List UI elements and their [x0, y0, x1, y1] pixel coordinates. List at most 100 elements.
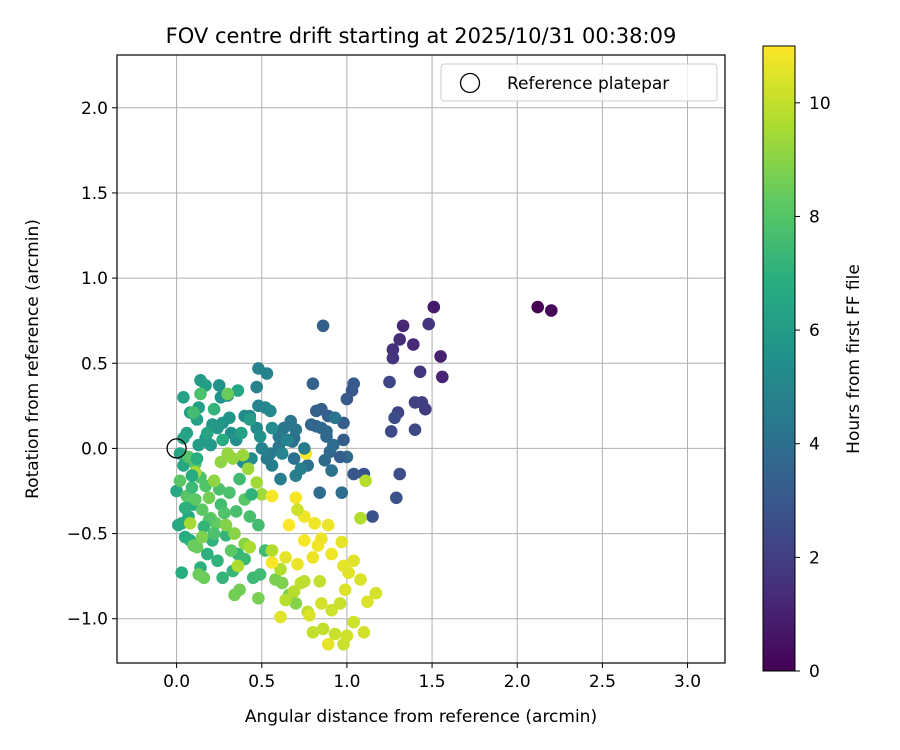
data-point	[253, 568, 267, 581]
data-point	[265, 544, 279, 557]
data-point	[298, 534, 311, 547]
data-point	[347, 554, 361, 568]
data-point	[190, 540, 204, 554]
data-point	[321, 638, 335, 651]
data-point	[308, 517, 321, 530]
x-tick-label: 3.0	[674, 672, 701, 692]
data-point	[436, 370, 449, 384]
data-point	[408, 396, 422, 409]
data-point	[337, 433, 350, 447]
data-point	[434, 350, 447, 363]
y-axis-ticks: −1.0 −0.5 0.0 0.5 1.0 1.5 2.0	[67, 99, 117, 630]
data-point	[216, 571, 229, 585]
data-point	[185, 469, 199, 483]
x-tick-label: 0.0	[163, 672, 190, 692]
colorbar-tick-label: 4	[809, 435, 820, 455]
data-point	[545, 304, 558, 317]
data-point	[413, 365, 427, 379]
data-point	[298, 442, 311, 455]
data-point	[298, 575, 311, 588]
data-point	[233, 472, 246, 486]
colorbar-tick-label: 8	[809, 207, 820, 227]
data-point	[265, 421, 279, 435]
data-point	[192, 568, 205, 581]
data-point	[274, 610, 287, 624]
data-point	[255, 442, 269, 455]
data-point	[408, 423, 422, 437]
data-point	[357, 626, 371, 639]
chart-title: FOV centre drift starting at 2025/10/31 …	[166, 24, 677, 48]
data-point	[384, 425, 398, 438]
x-axis-ticks: 0.0 0.5 1.0 1.5 2.0 2.5 3.0	[163, 663, 701, 692]
colorbar-tick-label: 0	[809, 662, 820, 682]
data-point	[315, 597, 328, 610]
data-point	[386, 351, 400, 365]
data-point	[212, 379, 226, 392]
data-point	[211, 554, 224, 568]
data-point	[195, 503, 209, 516]
data-point	[255, 488, 269, 501]
data-point	[337, 559, 350, 573]
data-point	[177, 391, 190, 404]
y-tick-label: 1.0	[81, 269, 108, 289]
data-point	[221, 387, 234, 401]
data-point	[291, 503, 304, 516]
data-point	[282, 518, 296, 532]
data-point	[347, 467, 361, 481]
data-point	[175, 566, 188, 579]
data-point	[366, 510, 379, 523]
data-point	[243, 510, 257, 523]
reference-platepar-marker	[166, 438, 187, 459]
y-tick-label: −1.0	[67, 610, 108, 630]
data-point	[340, 392, 354, 406]
data-point	[287, 585, 301, 598]
data-point	[361, 595, 374, 608]
colorbar-tick-label: 6	[809, 321, 820, 341]
data-point	[183, 517, 197, 530]
x-axis-label: Angular distance from reference (arcmin)	[245, 707, 597, 727]
data-point	[187, 406, 200, 419]
data-point	[369, 586, 383, 600]
data-point	[359, 474, 372, 488]
data-point	[201, 547, 214, 561]
data-point	[207, 474, 221, 488]
legend-label: Reference platepar	[507, 74, 669, 94]
data-point	[306, 551, 320, 564]
data-point	[306, 626, 320, 639]
reference-marker-group	[166, 438, 187, 459]
data-point	[260, 367, 274, 380]
data-point	[264, 404, 277, 418]
data-point	[218, 506, 231, 520]
data-point	[328, 411, 342, 425]
colorbar-gradient	[762, 45, 796, 672]
data-point	[228, 527, 241, 540]
data-point	[335, 535, 349, 549]
data-point	[289, 491, 303, 505]
data-point	[192, 438, 205, 452]
data-point	[275, 576, 289, 590]
data-point	[207, 402, 221, 416]
data-point	[274, 563, 287, 576]
data-point	[325, 547, 338, 561]
data-point	[383, 375, 396, 389]
data-point	[219, 518, 233, 532]
y-tick-label: 1.5	[81, 184, 108, 204]
data-point	[275, 447, 289, 460]
data-point	[281, 433, 294, 447]
data-point	[197, 520, 211, 534]
data-point	[407, 338, 420, 351]
colorbar: 0 2 4 6 8 10 Hours from first FF file	[762, 45, 864, 682]
data-point	[250, 380, 263, 394]
colorbar-ticks: 0 2 4 6 8 10	[795, 94, 831, 682]
data-point	[316, 319, 330, 333]
legend-circle-icon	[459, 72, 481, 94]
data-point	[223, 486, 236, 500]
data-point	[291, 557, 304, 571]
data-point	[315, 421, 328, 435]
colorbar-tick-label: 10	[809, 94, 831, 114]
data-point	[313, 575, 327, 588]
data-point	[422, 317, 436, 331]
legend-box	[440, 63, 718, 102]
data-point	[333, 450, 347, 464]
